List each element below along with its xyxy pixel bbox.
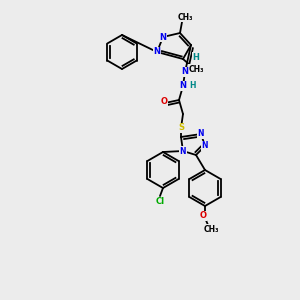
Text: CH₃: CH₃ [177,13,193,22]
Text: N: N [180,146,186,155]
Text: N: N [202,142,208,151]
Text: S: S [178,124,184,133]
Text: H: H [189,82,195,91]
Text: N: N [154,47,160,56]
Text: CH₃: CH₃ [203,224,219,233]
Text: O: O [200,212,206,220]
Text: O: O [160,98,167,106]
Text: N: N [198,130,204,139]
Text: Cl: Cl [155,197,165,206]
Text: H: H [193,52,200,62]
Text: N: N [179,82,187,91]
Text: N: N [160,32,167,41]
Text: CH₃: CH₃ [188,64,204,74]
Text: N: N [182,68,188,76]
